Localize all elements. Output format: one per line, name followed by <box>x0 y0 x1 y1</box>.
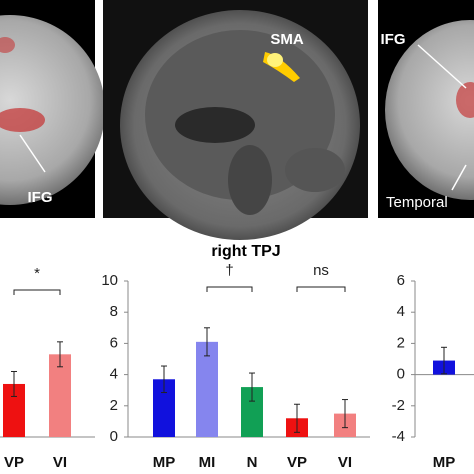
y-tick-label: 0 <box>397 366 405 383</box>
annotation: † <box>225 262 233 279</box>
brain-panel-middle: SMA <box>103 0 368 240</box>
region-label: IFG <box>28 189 53 206</box>
x-tick-label: MI <box>199 454 216 471</box>
x-tick-label: MP <box>433 454 456 471</box>
y-tick-label: 0 <box>110 428 118 445</box>
significance-bracket <box>13 289 61 295</box>
y-tick-label: 6 <box>110 334 118 351</box>
bar <box>153 379 175 437</box>
x-tick-label: VI <box>53 454 67 471</box>
y-tick-label: 4 <box>110 366 118 383</box>
y-tick-label: -4 <box>392 428 405 445</box>
bar <box>196 341 218 437</box>
y-tick-label: 4 <box>397 303 405 320</box>
y-tick-label: 10 <box>101 272 118 289</box>
x-tick-label: N <box>247 454 258 471</box>
y-tick-label: 2 <box>110 397 118 414</box>
region-label: Temporal <box>386 194 448 211</box>
brain-panel-left: IFG <box>0 0 105 218</box>
x-tick-label: VP <box>287 454 307 471</box>
annotation: * <box>34 265 40 282</box>
y-tick-label: 8 <box>110 303 118 320</box>
region-label: SMA <box>270 31 304 48</box>
bar <box>241 387 263 437</box>
region-label: IFG <box>381 31 406 48</box>
y-tick-label: -2 <box>392 397 405 414</box>
brain-panel-right: IFG Temporal <box>378 0 474 218</box>
significance-bracket <box>296 286 346 292</box>
y-tick-label: 6 <box>397 272 405 289</box>
y-tick-label: 2 <box>397 334 405 351</box>
x-tick-label: MP <box>153 454 176 471</box>
x-tick-label: VP <box>4 454 24 471</box>
bar <box>3 383 25 437</box>
significance-bracket <box>206 286 253 292</box>
annotation: ns <box>313 262 329 279</box>
chart-title: right TPJ <box>211 243 280 260</box>
x-tick-label: VI <box>338 454 352 471</box>
bar <box>49 354 71 437</box>
